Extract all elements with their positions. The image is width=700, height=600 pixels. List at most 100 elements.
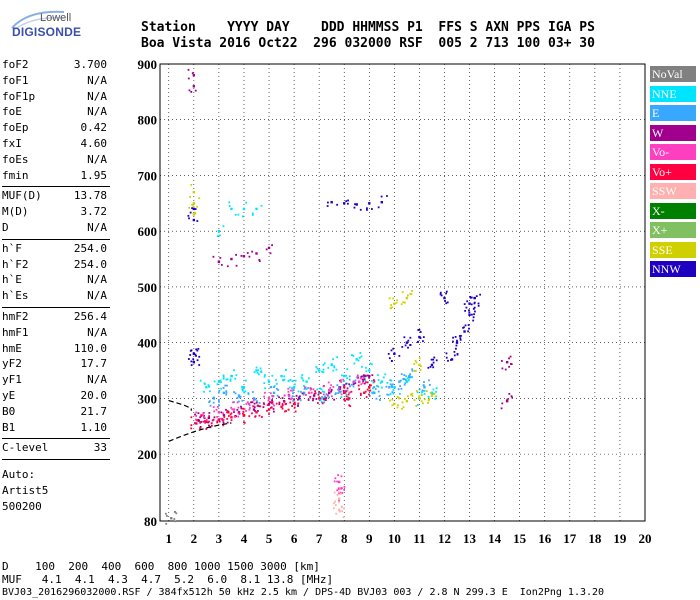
data-point-w (333, 398, 336, 401)
data-point-w (361, 378, 364, 381)
x-tick-label: 4 (241, 531, 248, 546)
data-point-nnw (422, 340, 424, 343)
data-point-e (217, 399, 220, 401)
data-point-nnw (435, 359, 438, 362)
data-point-w (362, 374, 365, 377)
data-point-nne (432, 388, 435, 391)
data-point-vo (251, 412, 253, 415)
data-point-nne (222, 377, 225, 380)
param-name: h`Es (2, 289, 29, 303)
data-point-e (291, 395, 294, 398)
data-point-e (251, 391, 254, 393)
data-point-noval (166, 515, 168, 517)
data-point-nne (294, 379, 297, 382)
legend-item-vo: Vo+ (650, 163, 696, 180)
data-point-nne (209, 390, 211, 393)
data-point-sse (393, 402, 396, 406)
param-value: 256.4 (73, 310, 107, 323)
data-point-sse (401, 401, 404, 404)
data-point-e (320, 401, 323, 404)
data-point-w (230, 257, 233, 261)
data-point-w (325, 397, 328, 399)
data-point-e (356, 376, 359, 379)
data-point-nne (357, 359, 360, 362)
param-name: MUF(D) (2, 189, 42, 203)
data-point-ssw (336, 493, 339, 496)
data-point-e (298, 396, 300, 398)
data-point-nnw (346, 202, 349, 205)
data-point-vo (208, 420, 210, 423)
data-point-vo (368, 393, 370, 396)
data-point-e (399, 385, 402, 387)
data-point-nne (382, 376, 385, 379)
data-point-sse (433, 392, 436, 395)
data-point-vo (372, 379, 375, 381)
data-point-vo (340, 393, 343, 396)
data-point-w (192, 73, 196, 77)
data-point-vo (226, 410, 229, 412)
param-value: 1.95 (80, 168, 108, 182)
data-point-nne (228, 201, 231, 204)
data-point-nne (340, 390, 343, 393)
data-point-nne (342, 380, 345, 383)
y-tick-label: 800 (138, 113, 158, 128)
data-point-sse (413, 363, 416, 365)
data-point-vo (345, 395, 348, 398)
data-point-ssw (338, 508, 341, 512)
data-point-w (252, 408, 256, 411)
data-point-nnw (455, 347, 457, 350)
data-point-nne (292, 386, 296, 389)
data-point-nne (316, 388, 319, 391)
data-point-nne (273, 385, 276, 387)
data-point-vo (273, 404, 276, 407)
legend-item-e: E (650, 105, 696, 121)
data-point-vo (275, 402, 278, 405)
param-value: 13.78 (73, 189, 107, 203)
data-point-nnw (354, 203, 356, 206)
data-point-nne (217, 380, 221, 383)
data-point-nnw (198, 364, 201, 366)
data-point-e (233, 401, 235, 404)
data-point-nne (351, 354, 353, 357)
data-point-vo (248, 408, 251, 411)
data-point-vo (195, 415, 198, 417)
data-point-vo (267, 399, 270, 402)
data-point-w (500, 407, 503, 410)
data-point-nnw (371, 208, 373, 210)
param-separator (2, 186, 110, 188)
param-name: foEp (2, 121, 29, 135)
data-point-vo (361, 381, 364, 384)
data-point-vo (307, 391, 311, 395)
data-point-sse (410, 293, 413, 296)
data-point-nne (341, 374, 343, 377)
data-point-vo (322, 393, 325, 396)
legend-item-x: X+ (650, 222, 696, 238)
data-point-e (339, 391, 341, 394)
data-point-vo (196, 419, 198, 422)
data-point-vo (231, 408, 234, 411)
data-point-sse (198, 197, 201, 200)
data-point-nnw (195, 348, 198, 351)
data-point-nnw (472, 307, 475, 310)
data-point-vo (237, 415, 240, 418)
data-point-vo (287, 387, 290, 390)
data-point-nne (297, 390, 300, 393)
data-point-vo (312, 388, 315, 391)
data-point-vo (227, 415, 230, 417)
data-point-nne (255, 207, 258, 211)
data-point-w (368, 376, 371, 379)
data-point-nnw (330, 201, 333, 204)
data-point-vo (217, 418, 220, 421)
data-point-nnw (368, 202, 371, 205)
data-point-w (267, 246, 271, 250)
data-point-nnw (189, 354, 192, 356)
data-point-nnw (430, 363, 434, 367)
data-point-w (315, 398, 318, 400)
param-name: foE (2, 105, 22, 119)
data-point-nnw (198, 355, 201, 358)
data-point-vo (343, 398, 345, 401)
data-point-e (212, 401, 215, 404)
data-point-nne (205, 386, 208, 389)
data-point-vo (203, 416, 205, 419)
